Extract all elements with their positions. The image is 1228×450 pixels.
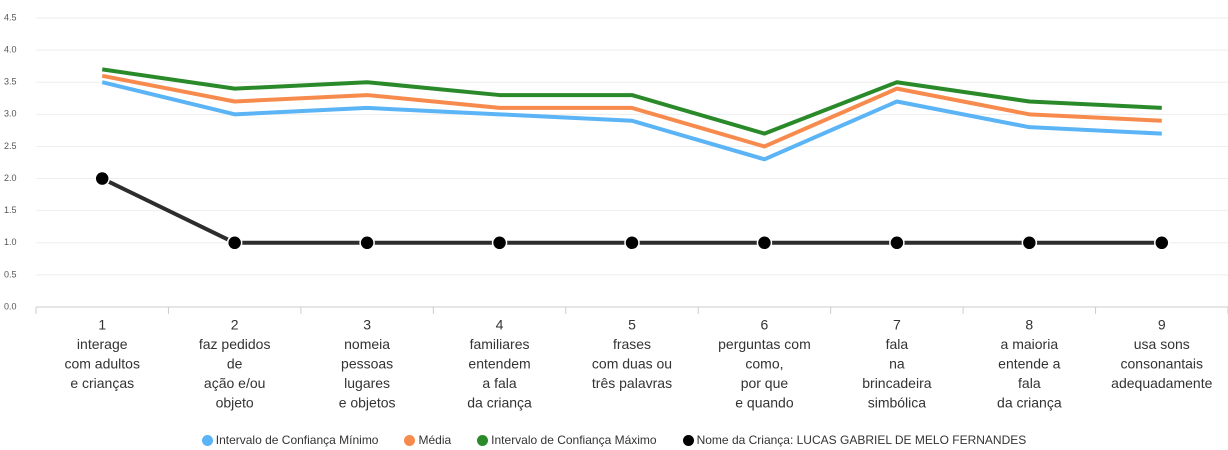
x-tick-label: 9: [1158, 317, 1166, 333]
marker: [1021, 235, 1038, 251]
x-tick-label: da criança: [467, 395, 532, 411]
line: [101, 67, 1162, 136]
x-tick-label: com adultos: [64, 356, 139, 372]
legend-label: Média: [418, 433, 452, 447]
legend: Intervalo de Confiança Mínimo Média Interv…: [0, 433, 1228, 447]
x-tick-label: a fala: [482, 375, 516, 391]
legend-item[interactable]: Nome da Criança: LUCAS GABRIEL DE MELO F…: [682, 433, 1027, 447]
marker: [1154, 235, 1170, 251]
x-tick-label: brincadeira: [862, 375, 931, 391]
legend-label: Nome da Criança: LUCAS GABRIEL DE MELO F…: [696, 433, 1027, 447]
marker: [756, 235, 773, 251]
x-tick-label: entendem: [468, 356, 530, 372]
marker: [359, 235, 375, 251]
x-tick-label: 2: [231, 317, 239, 333]
legend-item[interactable]: Média: [404, 433, 451, 447]
x-tick-label: interage: [77, 336, 128, 352]
x-tick-label: com duas ou: [592, 356, 672, 372]
x-tick-label: fala: [1018, 375, 1041, 391]
x-tick-label: 8: [1025, 317, 1033, 333]
x-tick-label: e quando: [735, 395, 794, 411]
y-tick-label: 2.0: [4, 173, 17, 183]
x-tick-label: nomeia: [344, 336, 390, 352]
x-tick-label: familiares: [470, 336, 530, 352]
line: [101, 80, 1162, 162]
legend-swatch: [201, 434, 213, 446]
x-tick-label: objeto: [216, 395, 254, 411]
y-tick-label: 1.0: [4, 237, 17, 247]
x-tick-label: adequadamente: [1111, 375, 1212, 391]
x-tick-label: pessoas: [341, 356, 393, 372]
y-tick-label: 3.5: [4, 77, 17, 87]
legend-item[interactable]: Intervalo de Confiança Mínimo: [201, 433, 379, 447]
x-tick-label: fala: [886, 336, 909, 352]
legend-swatch: [477, 434, 489, 446]
x-tick-label: ação e/ou: [204, 375, 266, 391]
x-tick-label: 5: [628, 317, 636, 333]
x-tick-label: de: [227, 356, 243, 372]
line: [101, 73, 1162, 149]
x-tick-label: entende a: [998, 356, 1060, 372]
y-tick-label: 1.5: [4, 205, 17, 215]
legend-swatch: [404, 434, 416, 446]
marker: [491, 235, 508, 251]
x-tick-label: 7: [893, 317, 901, 333]
x-tick-label: lugares: [344, 375, 390, 391]
x-tick-label: 1: [98, 317, 106, 333]
y-tick-label: 0.0: [4, 301, 17, 311]
x-tick-label: e crianças: [70, 375, 134, 391]
legend-item[interactable]: Intervalo de Confiança Máximo: [477, 433, 657, 447]
marker: [889, 235, 905, 251]
x-tick-label: e objetos: [339, 395, 396, 411]
marker: [624, 235, 640, 251]
x-tick-label: na: [889, 356, 905, 372]
y-tick-label: 3.0: [4, 109, 17, 119]
x-tick-label: usa sons: [1134, 336, 1190, 352]
marker: [226, 235, 243, 251]
x-tick-label: como,: [745, 356, 783, 372]
y-tick-label: 4.5: [4, 12, 17, 22]
y-tick-label: 2.5: [4, 141, 17, 151]
marker: [94, 170, 110, 187]
legend-label: Intervalo de Confiança Máximo: [491, 433, 657, 447]
x-tick-label: por que: [741, 375, 789, 391]
x-tick-label: 4: [496, 317, 504, 333]
x-tick-label: a maioria: [1001, 336, 1059, 352]
x-tick-label: consonantais: [1121, 356, 1204, 372]
legend-label: Intervalo de Confiança Mínimo: [215, 433, 379, 447]
chart: 0.0 0.5 1.0 1.5 2.0 2.5 3.0 3.5 4.0 4.5 1 interage c…: [4, 12, 1228, 411]
x-tick-label: faz pedidos: [199, 336, 271, 352]
x-tick-label: simbólica: [868, 395, 927, 411]
x-tick-label: três palavras: [592, 375, 672, 391]
y-tick-label: 4.0: [4, 44, 17, 54]
legend-swatch: [682, 434, 694, 446]
x-tick-label: da criança: [997, 395, 1062, 411]
x-tick-label: 6: [761, 317, 769, 333]
x-tick-label: 3: [363, 317, 371, 333]
y-tick-label: 0.5: [4, 269, 17, 279]
x-tick-label: frases: [613, 336, 651, 352]
x-tick-label: perguntas com: [718, 336, 811, 352]
